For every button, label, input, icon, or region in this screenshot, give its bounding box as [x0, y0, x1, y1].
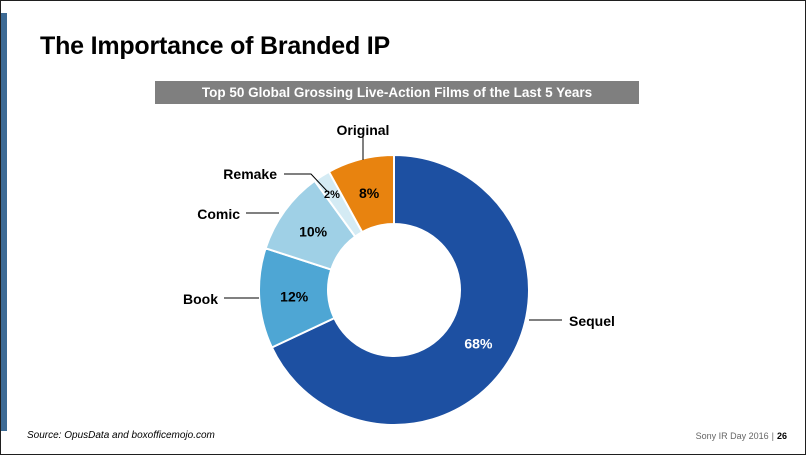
slide-title: The Importance of Branded IP: [40, 32, 391, 60]
value-label-remake: 2%: [324, 189, 340, 201]
category-label-original: Original: [337, 122, 390, 138]
leader-line-remake: [284, 173, 328, 192]
value-label-book: 12%: [280, 288, 309, 304]
accent-bar: [1, 13, 7, 431]
chart-title: Top 50 Global Grossing Live-Action Films…: [155, 81, 639, 104]
category-label-book: Book: [183, 291, 218, 307]
source-note: Source: OpusData and boxofficemojo.com: [27, 430, 215, 441]
category-label-comic: Comic: [197, 206, 240, 222]
category-label-remake: Remake: [223, 166, 277, 182]
category-label-sequel: Sequel: [569, 313, 615, 329]
value-label-sequel: 68%: [464, 336, 493, 352]
value-label-comic: 10%: [299, 223, 328, 239]
slice-sequel: [270, 153, 530, 426]
slice-original: [327, 153, 395, 234]
footer-separator: |: [771, 431, 774, 441]
event-name: Sony IR Day 2016: [695, 431, 769, 441]
footer-info: Sony IR Day 2016 | 26: [696, 431, 787, 441]
page-number: 26: [776, 431, 787, 441]
value-label-original: 8%: [359, 185, 380, 201]
